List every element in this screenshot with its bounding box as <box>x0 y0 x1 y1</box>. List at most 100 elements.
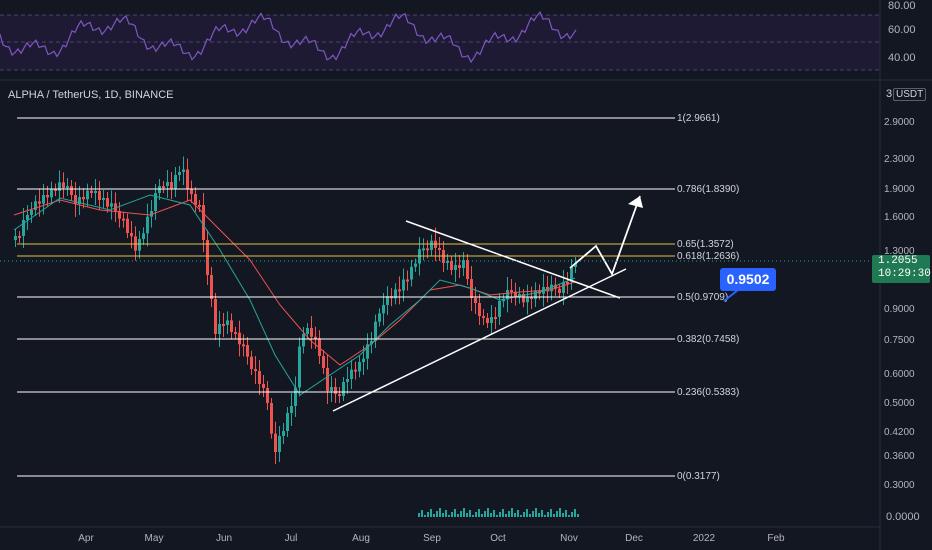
candle-body <box>494 317 497 319</box>
candle-body <box>26 215 29 220</box>
volume-bar <box>433 514 435 517</box>
candle-body <box>150 211 153 217</box>
volume-bar <box>481 514 483 517</box>
candle-body <box>66 186 69 188</box>
candle-body <box>38 201 41 204</box>
candle-body <box>558 288 561 293</box>
volume-bar <box>499 512 501 517</box>
volume-bar <box>565 510 567 517</box>
volume-bar <box>508 511 510 517</box>
volume-bar <box>535 508 537 517</box>
candle-body <box>70 186 73 195</box>
candle-body <box>522 294 525 303</box>
descending-trendline[interactable] <box>405 220 621 299</box>
time-tick-label: Jul <box>285 533 298 544</box>
price-tick-label: 2.3000 <box>884 154 915 165</box>
candle-body <box>282 431 285 436</box>
candle-body <box>206 240 209 275</box>
volume-bar <box>574 509 576 517</box>
candle-body <box>34 201 37 210</box>
volume-bar <box>427 512 429 517</box>
candle-body <box>170 182 173 189</box>
volume-bar <box>439 508 441 517</box>
rsi-band <box>0 15 880 70</box>
rsi-label-80: 80.00 <box>888 0 916 12</box>
volume-bar <box>496 515 498 517</box>
volume-bar <box>514 513 516 517</box>
volume-bar <box>457 514 459 517</box>
candle-body <box>310 328 313 337</box>
candle-body <box>374 321 377 341</box>
candle-body <box>258 371 261 384</box>
candle-body <box>534 290 537 299</box>
candle-body <box>102 198 105 200</box>
candle-body <box>394 289 397 299</box>
candle-body <box>274 433 277 452</box>
time-tick-label: Nov <box>560 533 578 544</box>
time-tick-label: Aug <box>352 533 370 544</box>
candle-body <box>450 261 453 270</box>
candle-body <box>226 320 229 325</box>
volume-bar <box>424 515 426 517</box>
candle-body <box>298 346 301 388</box>
price-tick-label: 1.9000 <box>884 184 915 195</box>
target-pointer <box>723 289 739 302</box>
bar-countdown: 10:29:30 <box>878 268 931 280</box>
candle-body <box>146 216 149 234</box>
triangle-drawing[interactable] <box>332 195 739 412</box>
candle-body <box>130 233 133 237</box>
candle-body <box>182 169 185 172</box>
price-tick-label: 2.9000 <box>884 117 915 128</box>
volume-bar <box>463 508 465 517</box>
fib-retracement[interactable]: 1(2.9661) 0.786(1.8390) 0.65(1.3572)0.618(… <box>17 113 739 482</box>
ma-fast-line <box>13 194 576 396</box>
projection-path[interactable] <box>569 195 641 277</box>
candle-body <box>426 248 429 251</box>
fib-level-label: 0.65(1.3572) <box>677 239 734 250</box>
candle-body <box>562 282 565 293</box>
candle-body <box>326 368 329 391</box>
volume-bar <box>577 514 579 517</box>
candle-body <box>530 296 533 299</box>
candle-body <box>462 260 465 268</box>
volume-bar <box>562 513 564 517</box>
candle-body <box>210 275 213 299</box>
volume-axis-label: 0.0000 <box>886 511 920 523</box>
candle-body <box>14 236 17 240</box>
candle-body <box>218 324 221 334</box>
volume-bar <box>550 509 552 517</box>
currency-selector[interactable]: USDT <box>893 88 927 101</box>
time-axis[interactable]: Apr May Jun Jul Aug Sep Oct Nov Dec 2022 Feb <box>78 533 785 544</box>
target-price-label[interactable]: 0.9502 <box>720 268 776 291</box>
candle-body <box>370 341 373 345</box>
candle-body <box>122 218 125 221</box>
candle-body <box>262 384 265 388</box>
candle-body <box>86 190 89 200</box>
volume-bar <box>568 515 570 517</box>
candle-body <box>154 193 157 211</box>
candle-body <box>142 233 145 239</box>
price-axis[interactable]: 2.9000 2.3000 1.9000 1.6000 1.3000 0.9000 0.75… <box>884 117 915 491</box>
candle-body <box>246 345 249 357</box>
candle-body <box>230 320 233 332</box>
volume-bar <box>475 512 477 517</box>
candle-body <box>454 265 457 270</box>
volume-bar <box>436 511 438 517</box>
volume-bar <box>547 512 549 517</box>
candle-body <box>202 205 205 240</box>
volume-bar <box>571 512 573 517</box>
volume-bar <box>559 508 561 517</box>
candle-body <box>294 387 297 406</box>
volume-bar <box>466 513 468 517</box>
ascending-trendline[interactable] <box>332 268 627 412</box>
time-tick-label: Sep <box>423 533 441 544</box>
candle-body <box>550 284 553 292</box>
candle-body <box>50 188 53 198</box>
candle-body <box>358 362 361 372</box>
candle-body <box>410 266 413 280</box>
volume-bar <box>517 510 519 517</box>
volume-bar <box>430 509 432 517</box>
candle-body <box>30 210 33 215</box>
candle-body <box>518 294 521 297</box>
